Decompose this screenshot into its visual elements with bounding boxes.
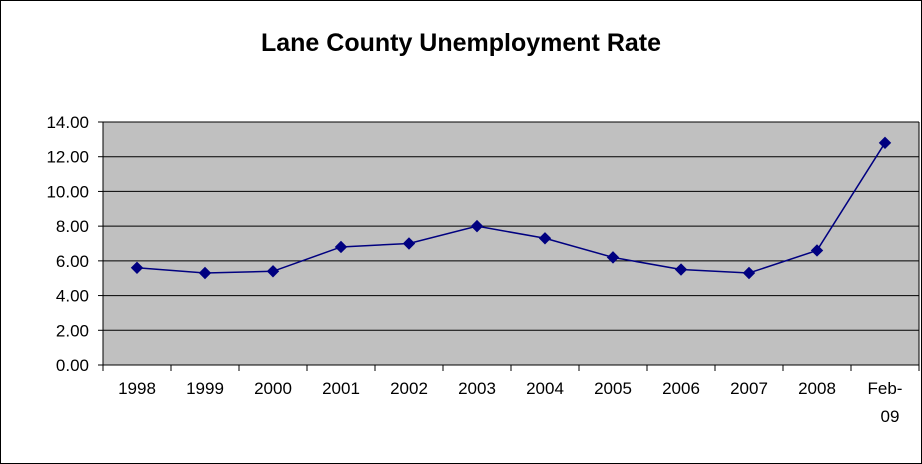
- data-point-marker: [470, 219, 484, 233]
- x-tick-label: 1998: [118, 379, 156, 398]
- data-point-marker: [334, 240, 348, 254]
- y-tick-label: 0.00: [56, 356, 89, 375]
- series-line: [136, 142, 886, 274]
- y-tick-label: 12.00: [46, 148, 89, 167]
- data-point-marker: [606, 251, 620, 264]
- data-point-marker: [198, 266, 212, 280]
- x-tick-label: 2006: [662, 379, 700, 398]
- data-point-marker: [538, 232, 552, 245]
- data-point-marker: [266, 265, 280, 278]
- data-point-marker: [810, 244, 824, 257]
- y-tick-label: 10.00: [46, 182, 89, 201]
- x-tick-label: 2003: [458, 379, 496, 398]
- x-tick-labels: 1998 1999 2000 2001 2002 2003 2004 2005 2006 2007…: [118, 379, 902, 426]
- plot-area: [103, 122, 919, 365]
- x-tick-label: 2002: [390, 379, 428, 398]
- series: [130, 136, 892, 280]
- chart-title: Lane County Unemployment Rate: [260, 29, 662, 57]
- data-point-marker: [674, 263, 688, 276]
- x-tick-label: 2000: [254, 379, 292, 398]
- y-tick-label: 4.00: [56, 287, 89, 306]
- axes: [98, 121, 920, 371]
- data-point-marker: [130, 261, 144, 275]
- y-tick-labels: 0.00 2.00 4.00 6.00 8.00 10.00 12.00 14.00: [46, 113, 89, 375]
- data-point-marker: [878, 136, 892, 150]
- data-point-marker: [742, 266, 756, 280]
- x-tick-label: 2005: [594, 379, 632, 398]
- y-tick-label: 6.00: [56, 252, 89, 271]
- y-tick-label: 2.00: [56, 321, 89, 340]
- x-tick-label: 2001: [322, 379, 360, 398]
- data-point-marker: [402, 237, 416, 250]
- x-tick-label: Feb-09: [868, 379, 903, 426]
- x-tick-label: 2004: [526, 379, 564, 398]
- x-tick-label: 1999: [186, 379, 224, 398]
- x-tick-label: 2008: [798, 379, 836, 398]
- y-tick-label: 8.00: [56, 217, 89, 236]
- y-tick-label: 14.00: [46, 113, 89, 132]
- x-tick-label: 2007: [730, 379, 768, 398]
- gridlines: [103, 121, 919, 331]
